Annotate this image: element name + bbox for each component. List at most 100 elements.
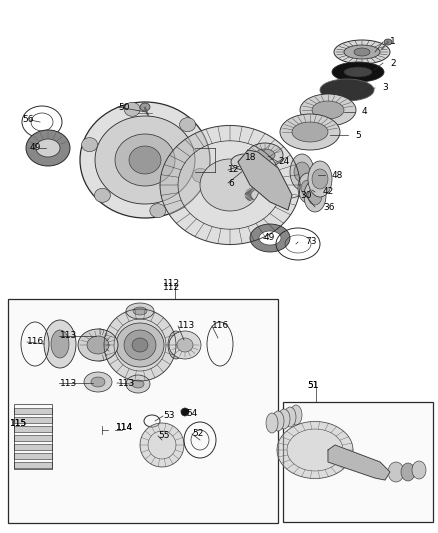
Ellipse shape (133, 307, 147, 315)
Text: 116: 116 (212, 321, 229, 330)
Polygon shape (140, 423, 184, 467)
Ellipse shape (95, 116, 195, 204)
Ellipse shape (301, 180, 315, 196)
Bar (8, 299, 278, 523)
Ellipse shape (344, 67, 372, 77)
Bar (14, 417, 52, 423)
Text: 112: 112 (163, 279, 180, 288)
Ellipse shape (401, 463, 415, 481)
Ellipse shape (312, 101, 344, 119)
Ellipse shape (95, 188, 110, 203)
Ellipse shape (272, 411, 284, 431)
Ellipse shape (140, 103, 150, 111)
Polygon shape (104, 309, 176, 381)
Ellipse shape (412, 461, 426, 479)
Ellipse shape (87, 336, 109, 354)
Ellipse shape (278, 409, 290, 429)
Ellipse shape (354, 48, 370, 56)
Ellipse shape (300, 94, 356, 126)
Ellipse shape (292, 122, 328, 142)
Ellipse shape (308, 161, 332, 197)
Text: 6: 6 (228, 179, 234, 188)
Text: 18: 18 (245, 152, 257, 161)
Ellipse shape (247, 143, 283, 167)
Ellipse shape (126, 375, 150, 393)
Text: 112: 112 (163, 282, 180, 292)
Ellipse shape (294, 162, 310, 182)
Ellipse shape (255, 149, 275, 161)
Bar (14, 435, 52, 441)
Text: 51: 51 (307, 381, 318, 390)
Text: 49: 49 (30, 143, 41, 152)
Ellipse shape (320, 79, 374, 101)
Text: 113: 113 (118, 378, 135, 387)
Ellipse shape (80, 102, 210, 218)
Text: 113: 113 (60, 378, 77, 387)
Text: 2: 2 (390, 59, 396, 68)
Ellipse shape (36, 139, 60, 157)
Ellipse shape (304, 180, 326, 212)
Text: 30: 30 (300, 191, 311, 200)
Ellipse shape (44, 320, 76, 368)
Ellipse shape (168, 331, 184, 359)
Bar (14, 462, 52, 468)
Ellipse shape (334, 40, 390, 64)
Ellipse shape (132, 338, 148, 352)
Text: 114: 114 (116, 424, 133, 432)
Text: 51: 51 (307, 381, 318, 390)
Ellipse shape (81, 138, 98, 151)
Ellipse shape (312, 169, 328, 189)
Text: 24: 24 (278, 157, 289, 166)
Text: 113: 113 (60, 332, 77, 341)
Bar (14, 404, 52, 469)
Text: 114: 114 (116, 424, 133, 432)
Ellipse shape (298, 173, 318, 203)
Text: 42: 42 (323, 188, 334, 197)
Ellipse shape (200, 159, 260, 211)
Polygon shape (277, 422, 353, 479)
Text: 5: 5 (355, 131, 361, 140)
Ellipse shape (332, 62, 384, 82)
Text: 113: 113 (178, 321, 195, 330)
Ellipse shape (181, 408, 189, 416)
Text: 115: 115 (10, 419, 27, 429)
Ellipse shape (344, 45, 380, 59)
Text: 54: 54 (186, 408, 198, 417)
Ellipse shape (388, 462, 404, 482)
Ellipse shape (284, 407, 296, 427)
Ellipse shape (266, 413, 278, 433)
Ellipse shape (177, 338, 193, 352)
Polygon shape (160, 125, 300, 245)
Ellipse shape (290, 154, 314, 190)
Ellipse shape (259, 231, 281, 245)
Bar (14, 426, 52, 432)
Ellipse shape (126, 303, 154, 319)
Text: 56: 56 (22, 116, 33, 125)
Text: 52: 52 (192, 430, 203, 439)
Ellipse shape (124, 330, 156, 360)
Text: 12: 12 (228, 166, 240, 174)
Ellipse shape (132, 380, 144, 388)
Ellipse shape (308, 187, 322, 205)
Text: 4: 4 (362, 108, 367, 117)
Ellipse shape (250, 224, 290, 252)
Text: 116: 116 (27, 337, 44, 346)
Ellipse shape (290, 405, 302, 425)
Ellipse shape (91, 377, 105, 387)
Ellipse shape (26, 130, 70, 166)
Ellipse shape (129, 146, 161, 174)
Text: 55: 55 (158, 432, 170, 440)
Ellipse shape (116, 323, 164, 367)
Ellipse shape (231, 154, 259, 170)
Text: 36: 36 (323, 203, 335, 212)
Bar (14, 453, 52, 459)
Ellipse shape (169, 331, 201, 359)
Ellipse shape (150, 204, 166, 217)
Polygon shape (328, 445, 390, 480)
Ellipse shape (384, 39, 392, 45)
Bar (14, 444, 52, 450)
Text: 115: 115 (10, 419, 27, 429)
Ellipse shape (78, 329, 118, 361)
Ellipse shape (192, 168, 208, 182)
Ellipse shape (280, 114, 340, 150)
